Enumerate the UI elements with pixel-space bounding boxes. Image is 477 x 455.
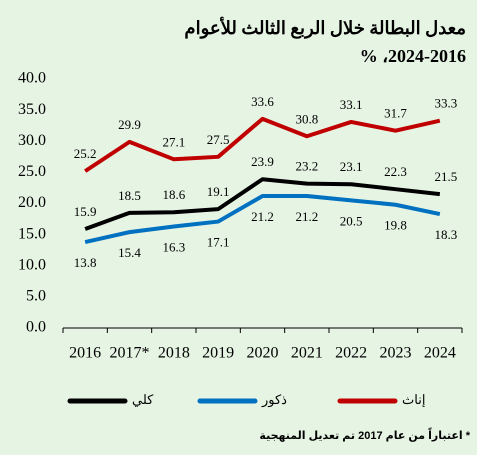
data-label: 16.3 [162, 240, 185, 255]
data-label: 13.8 [74, 255, 97, 270]
x-tick-label: 2020 [247, 345, 279, 362]
x-tick-label: 2016 [69, 345, 101, 362]
data-label: 27.5 [207, 132, 230, 147]
data-label: 19.1 [207, 184, 230, 199]
line-series [84, 194, 441, 245]
data-label: 33.1 [340, 97, 363, 112]
x-tick-label: 2019 [202, 345, 234, 362]
data-label: 15.4 [118, 245, 141, 260]
data-label: 31.7 [384, 106, 407, 121]
data-label: 33.6 [251, 94, 274, 109]
y-tick-label: 40.0 [18, 70, 46, 87]
data-label: 21.5 [434, 169, 457, 184]
data-label: 21.2 [295, 209, 318, 224]
data-label: 20.5 [340, 213, 363, 228]
y-tick-label: 0.0 [26, 319, 46, 336]
y-tick-label: 20.0 [18, 194, 46, 211]
y-tick-label: 35.0 [18, 101, 46, 118]
data-label: 18.3 [434, 227, 457, 242]
line-series [84, 177, 441, 231]
legend-label: إناث [402, 392, 425, 408]
y-tick-label: 15.0 [18, 225, 46, 242]
line-series [84, 116, 441, 173]
x-tick-label: 2023 [380, 345, 412, 362]
data-label: 29.9 [118, 117, 141, 132]
data-label: 23.9 [251, 154, 274, 169]
legend-label: كلي [132, 392, 154, 407]
y-tick-label: 25.0 [18, 163, 46, 180]
legend-label: ذكور [261, 392, 287, 408]
data-label: 17.1 [207, 235, 230, 250]
y-tick-label: 5.0 [26, 288, 46, 305]
x-tick-label: 2018 [158, 345, 190, 362]
y-tick-label: 30.0 [18, 132, 46, 149]
data-label: 18.5 [118, 188, 141, 203]
data-label: 33.3 [434, 96, 457, 111]
data-label: 30.8 [295, 111, 318, 126]
data-label: 19.8 [384, 218, 407, 233]
data-label: 21.2 [251, 209, 274, 224]
data-label: 15.9 [74, 204, 97, 219]
data-label: 23.2 [295, 159, 318, 174]
x-tick-label: 2017* [110, 345, 150, 362]
data-label: 18.6 [162, 187, 185, 202]
x-tick-label: 2021 [291, 345, 323, 362]
data-label: 25.2 [74, 146, 97, 161]
footnote: * اعتباراً من عام 2017 تم تعديل المنهجية [259, 426, 470, 441]
chart-subtitle: 2024-2016، % [360, 46, 466, 66]
chart-title: معدل البطالة خلال الربع الثالث للأعوام [184, 16, 466, 39]
y-tick-label: 10.0 [18, 256, 46, 273]
data-label: 22.3 [384, 164, 407, 179]
data-label: 23.1 [340, 159, 363, 174]
x-tick-label: 2024 [424, 345, 456, 362]
data-label: 27.1 [162, 134, 185, 149]
x-tick-label: 2022 [335, 345, 367, 362]
